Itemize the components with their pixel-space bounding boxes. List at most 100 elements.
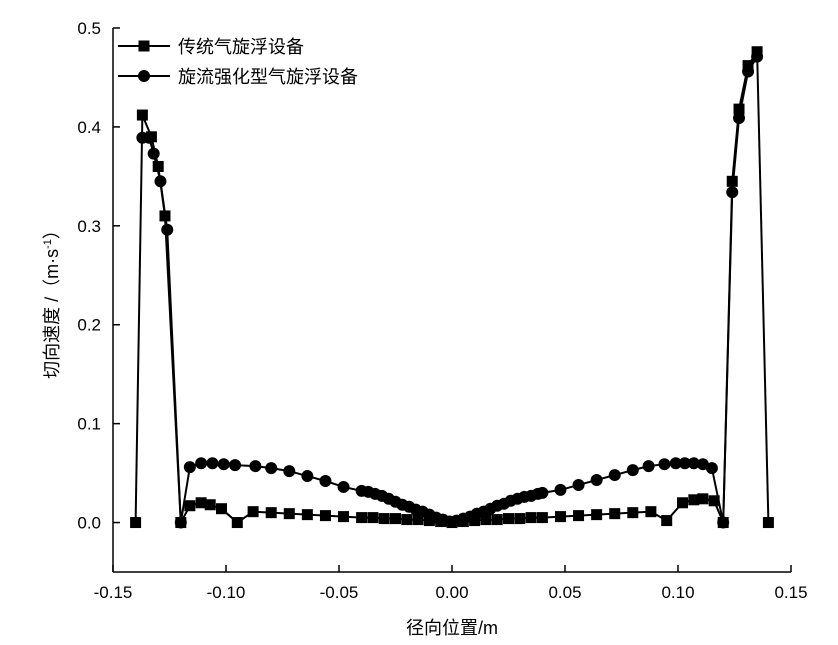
square-marker	[677, 497, 689, 509]
series-line	[134, 48, 770, 527]
y-tick-label: 0.0	[77, 514, 101, 533]
x-tick-label: 0.05	[548, 583, 581, 602]
plot-frame	[112, 28, 791, 573]
square-marker	[697, 493, 709, 505]
square-marker	[609, 508, 621, 520]
square-marker	[390, 513, 401, 525]
circle-marker	[143, 131, 156, 144]
square-marker	[247, 506, 259, 518]
square-marker	[130, 517, 142, 529]
y-axis-label-superscript: -1	[42, 239, 54, 249]
square-marker	[645, 506, 657, 518]
square-marker	[184, 500, 196, 512]
circle-marker	[608, 469, 621, 482]
square-marker	[469, 515, 481, 527]
x-tick-label: 0.10	[661, 583, 694, 602]
square-marker	[231, 517, 243, 529]
x-axis-label: 径向位置/m	[406, 618, 498, 638]
square-marker	[195, 497, 207, 509]
series-1	[130, 46, 774, 529]
square-marker	[356, 512, 368, 524]
series-2	[136, 50, 764, 529]
square-marker	[338, 511, 350, 523]
circle-marker	[195, 457, 208, 470]
circle-marker	[319, 475, 332, 488]
square-marker	[301, 509, 313, 521]
square-marker	[536, 512, 548, 524]
circle-marker	[717, 516, 730, 529]
legend-item: 旋流强化型气旋浮设备	[118, 67, 358, 87]
circle-marker	[669, 457, 682, 470]
square-marker	[480, 514, 492, 526]
legend-item: 传统气旋浮设备	[118, 37, 304, 57]
square-marker	[378, 513, 390, 525]
square-marker	[514, 513, 526, 525]
square-marker	[733, 103, 745, 115]
legend-marker	[138, 40, 150, 52]
circle-marker	[265, 462, 278, 475]
circle-marker	[572, 478, 585, 491]
circle-marker	[174, 516, 187, 529]
x-tick-label: -0.05	[320, 583, 359, 602]
y-axis-label: 切向速度 /（m·s-1）	[42, 221, 62, 379]
square-marker	[412, 514, 424, 526]
y-tick-label: 0.1	[77, 415, 101, 434]
series-layer	[130, 46, 774, 529]
circle-marker	[742, 65, 755, 78]
x-ticks: -0.15 -0.10 -0.05 0.00 0.05 0.10 0.15	[94, 565, 808, 602]
circle-marker	[590, 474, 603, 487]
circle-marker	[183, 461, 196, 474]
y-tick-label: 0.2	[77, 316, 101, 335]
legend-label: 传统气旋浮设备	[178, 37, 304, 57]
y-tick-label: 0.4	[77, 118, 101, 137]
x-tick-label: -0.15	[94, 583, 133, 602]
circle-marker	[206, 457, 219, 470]
y-ticks: 0.0 0.1 0.2 0.3 0.4 0.5	[77, 19, 120, 533]
circle-marker	[161, 223, 174, 236]
circle-marker	[301, 470, 314, 483]
square-marker	[265, 507, 277, 519]
square-marker	[152, 160, 164, 172]
circle-marker	[696, 458, 709, 471]
y-axis-label-main: 切向速度 /（m·s	[42, 249, 62, 379]
circle-marker	[726, 186, 739, 199]
square-marker	[503, 513, 514, 525]
square-marker	[525, 512, 537, 524]
circle-marker	[658, 458, 671, 471]
square-marker	[708, 495, 720, 507]
legend-label: 旋流强化型气旋浮设备	[178, 67, 358, 87]
circle-marker	[283, 465, 296, 478]
circle-marker	[554, 483, 567, 496]
circle-marker	[154, 175, 167, 188]
circle-marker	[147, 147, 160, 160]
y-tick-label: 0.3	[77, 217, 101, 236]
x-tick-label: -0.10	[207, 583, 246, 602]
circle-marker	[705, 462, 718, 475]
x-tick-label: 0.15	[774, 583, 807, 602]
series-line	[142, 56, 758, 523]
x-tick-label: 0.00	[435, 583, 468, 602]
y-tick-label: 0.5	[77, 19, 101, 38]
square-marker	[591, 509, 603, 521]
square-marker	[762, 517, 774, 529]
square-marker	[367, 512, 379, 524]
square-marker	[573, 510, 585, 522]
square-marker	[319, 510, 331, 522]
legend-marker	[138, 70, 150, 82]
square-marker	[215, 503, 227, 515]
circle-marker	[733, 112, 746, 125]
circle-marker	[229, 459, 242, 472]
circle-marker	[642, 460, 655, 473]
circle-marker	[678, 457, 691, 470]
circle-marker	[249, 460, 262, 473]
square-marker	[554, 511, 566, 523]
square-marker	[661, 515, 673, 527]
circle-marker	[536, 486, 549, 499]
square-marker	[491, 514, 503, 526]
square-marker	[627, 507, 639, 519]
square-marker	[688, 494, 700, 506]
circle-marker	[751, 50, 764, 63]
circle-marker	[626, 464, 639, 477]
